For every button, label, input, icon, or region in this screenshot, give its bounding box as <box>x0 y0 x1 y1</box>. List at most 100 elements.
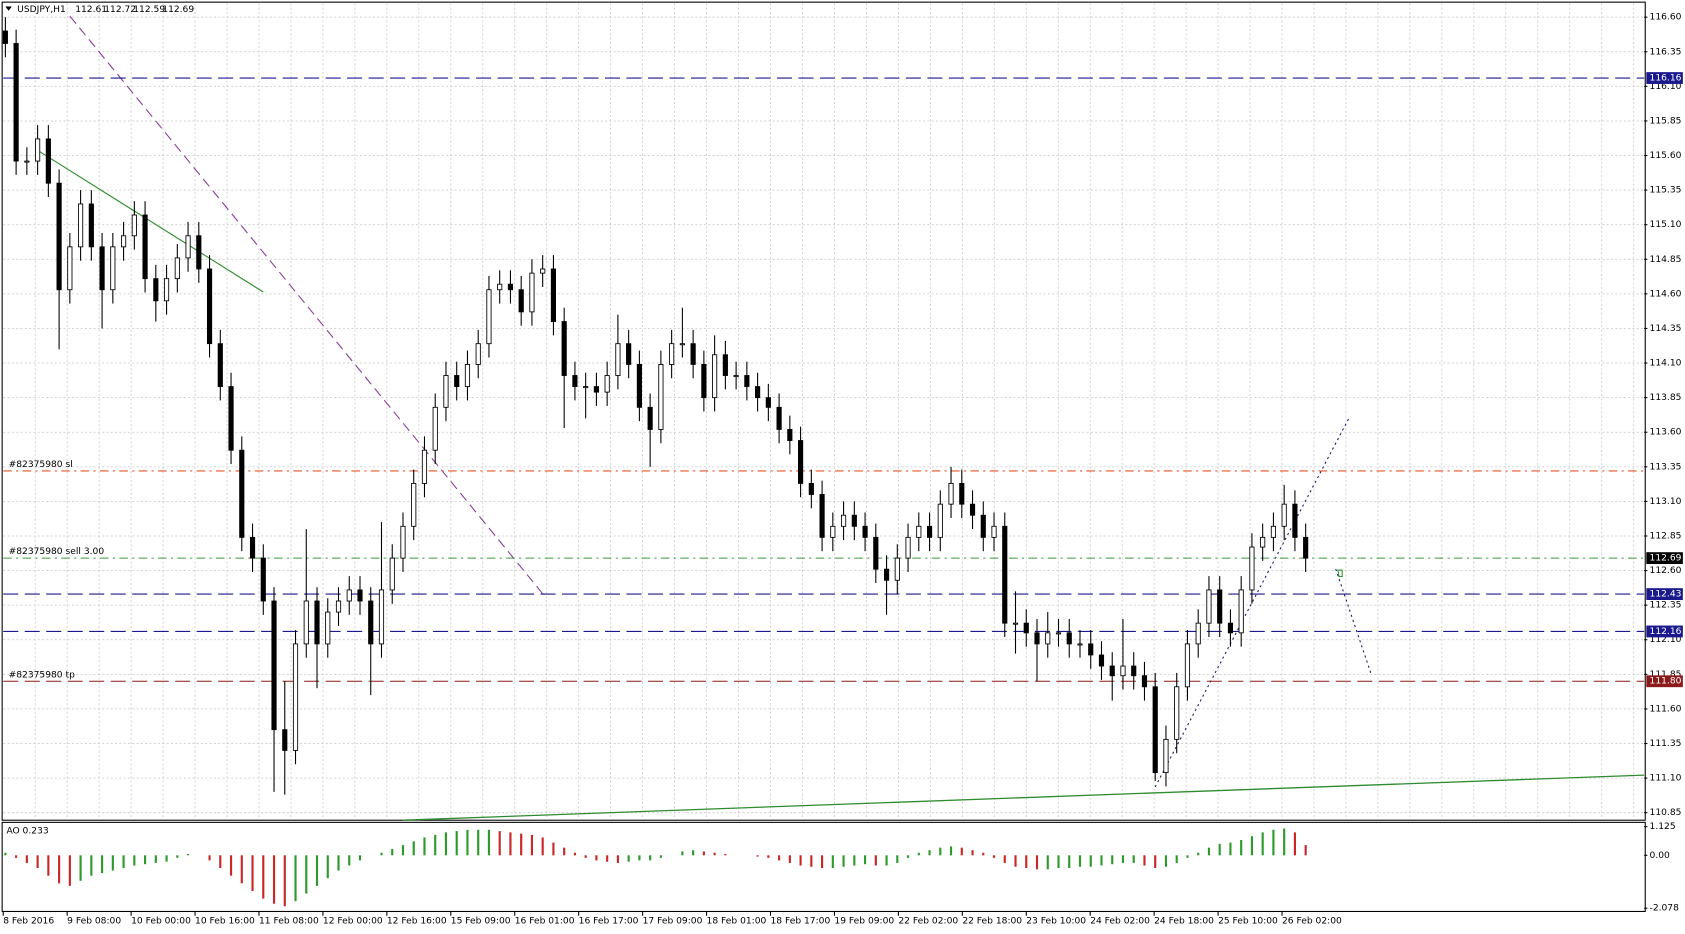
candle-body <box>615 343 621 376</box>
candle-body <box>110 246 116 291</box>
candle-body <box>905 536 911 559</box>
price-box-label: 112.69 <box>1650 554 1682 564</box>
x-tick-label: 11 Feb 08:00 <box>259 917 319 927</box>
y-tick-label: 112.10 <box>1650 635 1682 645</box>
candle-body <box>840 514 847 527</box>
candle-body <box>475 343 481 365</box>
candle-body <box>1098 654 1105 667</box>
candle-body <box>1023 622 1029 634</box>
candles <box>2 17 1309 795</box>
candle-body <box>1152 686 1158 773</box>
candle-body <box>368 600 374 645</box>
candle-body <box>658 364 664 430</box>
candle-body <box>421 449 428 484</box>
candle-body <box>550 268 557 322</box>
candle-body <box>733 375 739 378</box>
candle-body <box>819 494 825 538</box>
indicator-panel <box>1 821 1646 912</box>
candle-body <box>798 440 804 484</box>
candle-body <box>1184 643 1191 688</box>
candle-body <box>67 246 73 291</box>
candle-body <box>121 235 127 248</box>
x-tick-label: 18 Feb 17:00 <box>771 917 831 927</box>
x-tick-label: 26 Feb 02:00 <box>1282 917 1342 927</box>
y-tick-label: 116.35 <box>1650 47 1682 57</box>
candle-body <box>292 643 299 751</box>
candle-body <box>787 429 793 441</box>
candle-body <box>1077 643 1083 646</box>
x-tick-label: 24 Feb 18:00 <box>1154 917 1214 927</box>
candle-body <box>1045 632 1051 645</box>
candle-body <box>1195 622 1201 645</box>
candle-body <box>873 536 879 570</box>
candle-body <box>1227 622 1234 634</box>
candle-body <box>755 386 761 399</box>
candle-body <box>991 525 997 538</box>
candle-body <box>507 283 514 291</box>
y-tick-label: 113.85 <box>1650 393 1682 403</box>
menu-icon[interactable] <box>5 6 12 11</box>
candle-body <box>88 203 94 248</box>
candle-body <box>357 589 363 602</box>
candle-body <box>217 343 223 387</box>
candle-body <box>163 278 170 302</box>
candle-body <box>314 600 320 645</box>
x-tick-label: 8 Feb 2016 <box>3 917 54 927</box>
candle-body <box>980 514 986 538</box>
candle-body <box>1249 546 1255 591</box>
candle-body <box>1270 525 1277 538</box>
candle-body <box>776 406 782 430</box>
candle-body <box>2 30 8 44</box>
y-tick-label: 112.35 <box>1650 601 1682 611</box>
price-box-label: 116.16 <box>1650 74 1682 84</box>
price-box <box>1646 675 1683 688</box>
x-tick-label: 16 Feb 01:00 <box>515 917 575 927</box>
trendline <box>69 15 544 595</box>
candle-body <box>712 354 718 399</box>
x-tick-label: 22 Feb 02:00 <box>898 917 958 927</box>
x-tick-label: 18 Feb 01:00 <box>707 917 767 927</box>
y-tick-label: 114.60 <box>1650 289 1682 299</box>
y-tick-label: 115.35 <box>1650 186 1682 196</box>
candle-body <box>196 235 202 270</box>
candle-body <box>1034 632 1040 645</box>
candle-body <box>744 375 750 387</box>
candle-body <box>626 343 632 365</box>
readout-close: 112.69 <box>162 5 194 15</box>
x-tick-label: 16 Feb 17:00 <box>579 917 639 927</box>
candle-body <box>378 589 385 645</box>
candle-body <box>604 375 610 393</box>
candle-body <box>926 525 933 538</box>
y-tick-label: 114.85 <box>1650 255 1682 265</box>
level-label: #82375980 sl <box>9 460 73 470</box>
candle-body <box>1217 589 1223 624</box>
price-panel <box>1 1 1646 821</box>
candle-body <box>722 354 728 376</box>
candle-body <box>701 364 707 399</box>
candle-body <box>765 397 771 408</box>
x-tick-label: 12 Feb 16:00 <box>387 917 447 927</box>
candle-body <box>486 289 492 345</box>
candle-body <box>346 589 352 602</box>
trendline <box>37 149 264 293</box>
y-tick-label: 115.10 <box>1650 220 1682 230</box>
x-tick-label: 25 Feb 10:00 <box>1218 917 1278 927</box>
candle-body <box>1238 589 1244 634</box>
y-tick-label: 114.35 <box>1650 324 1682 334</box>
y-tick-label: 115.60 <box>1650 151 1682 161</box>
y-tick-label: 114.10 <box>1650 359 1682 369</box>
candle-body <box>690 343 696 365</box>
order-lines: 116.16 #82375980 sl #82375980 sell 3.00 112… <box>3 72 1683 688</box>
candle-body <box>1012 622 1019 625</box>
candle-body <box>636 364 642 408</box>
x-tick-label: 23 Feb 10:00 <box>1026 917 1086 927</box>
candle-body <box>959 482 965 505</box>
candle-body <box>432 406 438 451</box>
candle-body <box>518 289 524 313</box>
trendlines <box>37 15 1645 821</box>
price-box <box>1646 588 1683 600</box>
candle-body <box>56 182 62 291</box>
price-box <box>1646 625 1683 638</box>
x-tick-label: 12 Feb 00:00 <box>323 917 383 927</box>
